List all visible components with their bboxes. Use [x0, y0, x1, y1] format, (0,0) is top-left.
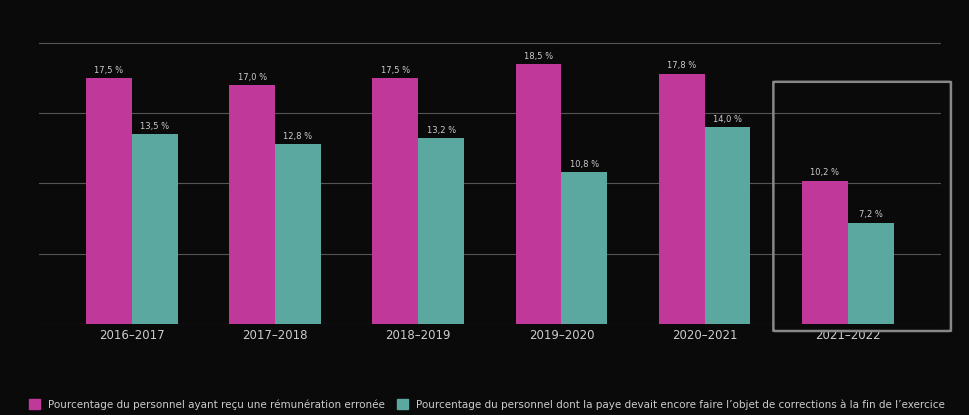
Bar: [132, 134, 177, 324]
Bar: [229, 85, 275, 324]
Bar: [516, 64, 561, 324]
Text: 10,2 %: 10,2 %: [809, 168, 838, 177]
Text: 10,8 %: 10,8 %: [569, 160, 598, 168]
Text: 13,2 %: 13,2 %: [426, 126, 455, 135]
Text: 17,5 %: 17,5 %: [94, 66, 123, 75]
Bar: [703, 127, 750, 324]
Text: 17,0 %: 17,0 %: [237, 73, 266, 82]
Bar: [275, 144, 321, 324]
Text: 13,5 %: 13,5 %: [141, 122, 170, 131]
Legend: Pourcentage du personnel ayant reçu une rémunération erronée, Pourcentage du per: Pourcentage du personnel ayant reçu une …: [26, 396, 947, 413]
Text: 18,5 %: 18,5 %: [523, 51, 552, 61]
Bar: [658, 74, 703, 324]
Bar: [847, 223, 892, 324]
Bar: [801, 181, 847, 324]
Bar: [418, 139, 463, 324]
Text: 17,8 %: 17,8 %: [667, 61, 696, 71]
Text: 12,8 %: 12,8 %: [283, 132, 312, 141]
Bar: [372, 78, 418, 324]
Bar: [86, 78, 132, 324]
Text: 14,0 %: 14,0 %: [712, 115, 741, 124]
Text: 7,2 %: 7,2 %: [858, 210, 882, 219]
Bar: [561, 172, 607, 324]
Text: 17,5 %: 17,5 %: [381, 66, 410, 75]
